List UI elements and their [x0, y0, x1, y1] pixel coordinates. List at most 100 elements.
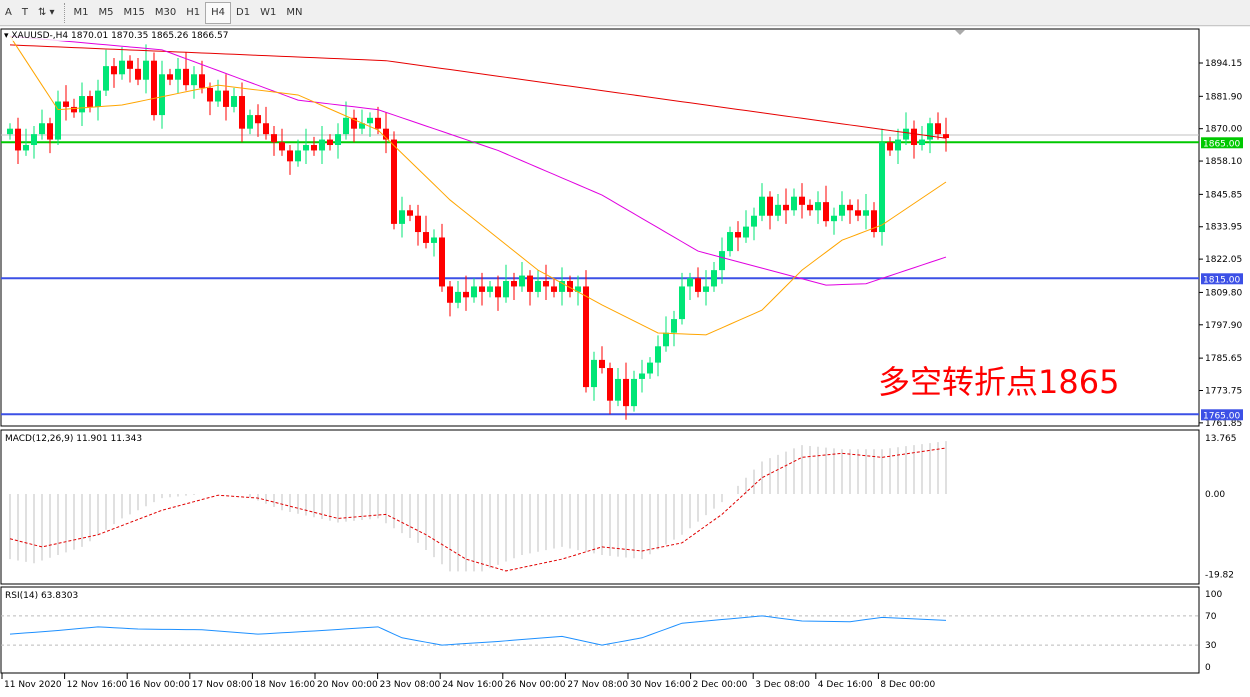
hline-price-label-bg [1201, 273, 1243, 285]
candle-body [863, 210, 869, 216]
candle-body [423, 232, 429, 243]
candle-body [63, 101, 69, 107]
price-label: 1822.05 [1205, 255, 1242, 265]
time-label: 26 Nov 00:00 [505, 680, 566, 690]
candle-body [23, 145, 29, 151]
candle-body [271, 134, 277, 143]
candle-body [15, 128, 21, 151]
candle-body [543, 281, 549, 287]
timeframe-d1[interactable]: D1 [236, 7, 251, 18]
candle-body [511, 281, 517, 287]
rsi-line [9, 615, 947, 646]
price-label: 1797.90 [1205, 321, 1242, 331]
candle-body [735, 232, 741, 238]
candle-body [663, 332, 669, 347]
candle-body [191, 74, 197, 86]
candle-body [679, 286, 685, 320]
time-label: 3 Dec 08:00 [755, 680, 810, 690]
candle-body [575, 286, 581, 292]
candle-body [279, 142, 285, 151]
candle-body [31, 134, 37, 146]
candle-body [551, 286, 557, 292]
timeframe-w1[interactable]: W1 [260, 7, 277, 18]
time-label: 2 Dec 00:00 [693, 680, 748, 690]
timeframe-m1[interactable]: M1 [73, 7, 89, 18]
rsi-axis-label: 100 [1205, 590, 1222, 600]
time-label: 24 Nov 16:00 [442, 680, 503, 690]
candle-body [639, 373, 645, 379]
candle-body [303, 145, 309, 151]
candle-body [567, 281, 573, 292]
time-label: 23 Nov 08:00 [380, 680, 441, 690]
candle-body [367, 117, 373, 124]
candle-body [831, 215, 837, 222]
ma-red-line [9, 44, 947, 139]
candle-body [207, 87, 213, 102]
candle-body [7, 128, 13, 135]
candle-body [527, 275, 533, 292]
macd-axis-label: 0.00 [1205, 490, 1225, 500]
rsi-title: RSI(14) 63.8303 [5, 591, 79, 601]
rsi-pane-frame [0, 586, 1200, 674]
candle-body [503, 281, 509, 298]
candle-body [615, 378, 621, 401]
macd-axis-label: 13.765 [1205, 434, 1237, 444]
rsi-axis-label: 70 [1205, 612, 1217, 622]
candle-body [463, 291, 469, 298]
candle-body [415, 215, 421, 233]
timeframe-m30[interactable]: M30 [154, 7, 177, 18]
chart-window[interactable]: 1894.15 1881.90 1870.00 1858.10 1845.85 1833.… [0, 27, 1250, 697]
candle-body [791, 196, 797, 211]
annotation-text: 多空转折点1865 [878, 363, 1120, 401]
price-label: 1773.75 [1205, 386, 1242, 396]
time-label: 18 Nov 16:00 [254, 680, 315, 690]
time-label: 16 Nov 00:00 [129, 680, 190, 690]
text-tool-button[interactable]: A [5, 7, 12, 18]
candle-body [447, 286, 453, 303]
chart-canvas[interactable]: 1894.15 1881.90 1870.00 1858.10 1845.85 1833.… [0, 27, 1250, 697]
candle-body [671, 319, 677, 333]
candle-body [399, 210, 405, 224]
timeframe-m15[interactable]: M15 [123, 7, 145, 18]
timeframe-h4[interactable]: H4 [205, 1, 232, 24]
time-label: 8 Dec 00:00 [880, 680, 935, 690]
candle-body [95, 90, 101, 107]
timeframe-m5[interactable]: M5 [98, 7, 114, 18]
candle-body [223, 90, 229, 107]
timeframe-mn[interactable]: MN [286, 7, 303, 18]
candle-body [631, 378, 637, 407]
candle-body [839, 204, 845, 216]
candle-body [743, 226, 749, 238]
candle-body [79, 96, 85, 113]
candle-body [159, 74, 165, 116]
hline-price-label: 1865.00 [1203, 139, 1240, 149]
price-label: 1833.95 [1205, 223, 1242, 233]
price-label: 1894.15 [1205, 59, 1242, 69]
arrows-tool-button[interactable]: ⇅ ▾ [37, 7, 55, 18]
time-label: 17 Nov 08:00 [192, 680, 253, 690]
candle-body [759, 196, 765, 216]
time-label: 11 Nov 2020 [4, 680, 62, 690]
ma-magenta-line [9, 35, 947, 286]
candle-body [879, 142, 885, 233]
candle-body [887, 142, 893, 151]
candle-body [391, 139, 397, 224]
time-label: 12 Nov 16:00 [67, 680, 128, 690]
candle-body [559, 281, 565, 292]
candle-body [55, 101, 61, 140]
candle-body [311, 145, 317, 151]
candle-body [295, 150, 301, 162]
candle-body [871, 210, 877, 233]
hline-price-label-bg [1201, 409, 1243, 421]
main-pane-frame [0, 28, 1200, 427]
timeframe-h1[interactable]: H1 [186, 7, 201, 18]
candle-body [247, 115, 253, 129]
candle-body [127, 60, 133, 69]
candle-body [335, 134, 341, 146]
time-label: 30 Nov 16:00 [630, 680, 691, 690]
candle-body [471, 286, 477, 298]
main-chart-title: ▾ XAUUSD-,H4 1870.01 1870.35 1865.26 186… [4, 31, 229, 41]
candle-body [47, 123, 53, 140]
text-label-tool-button[interactable]: T [21, 7, 28, 18]
candle-body [623, 378, 629, 407]
